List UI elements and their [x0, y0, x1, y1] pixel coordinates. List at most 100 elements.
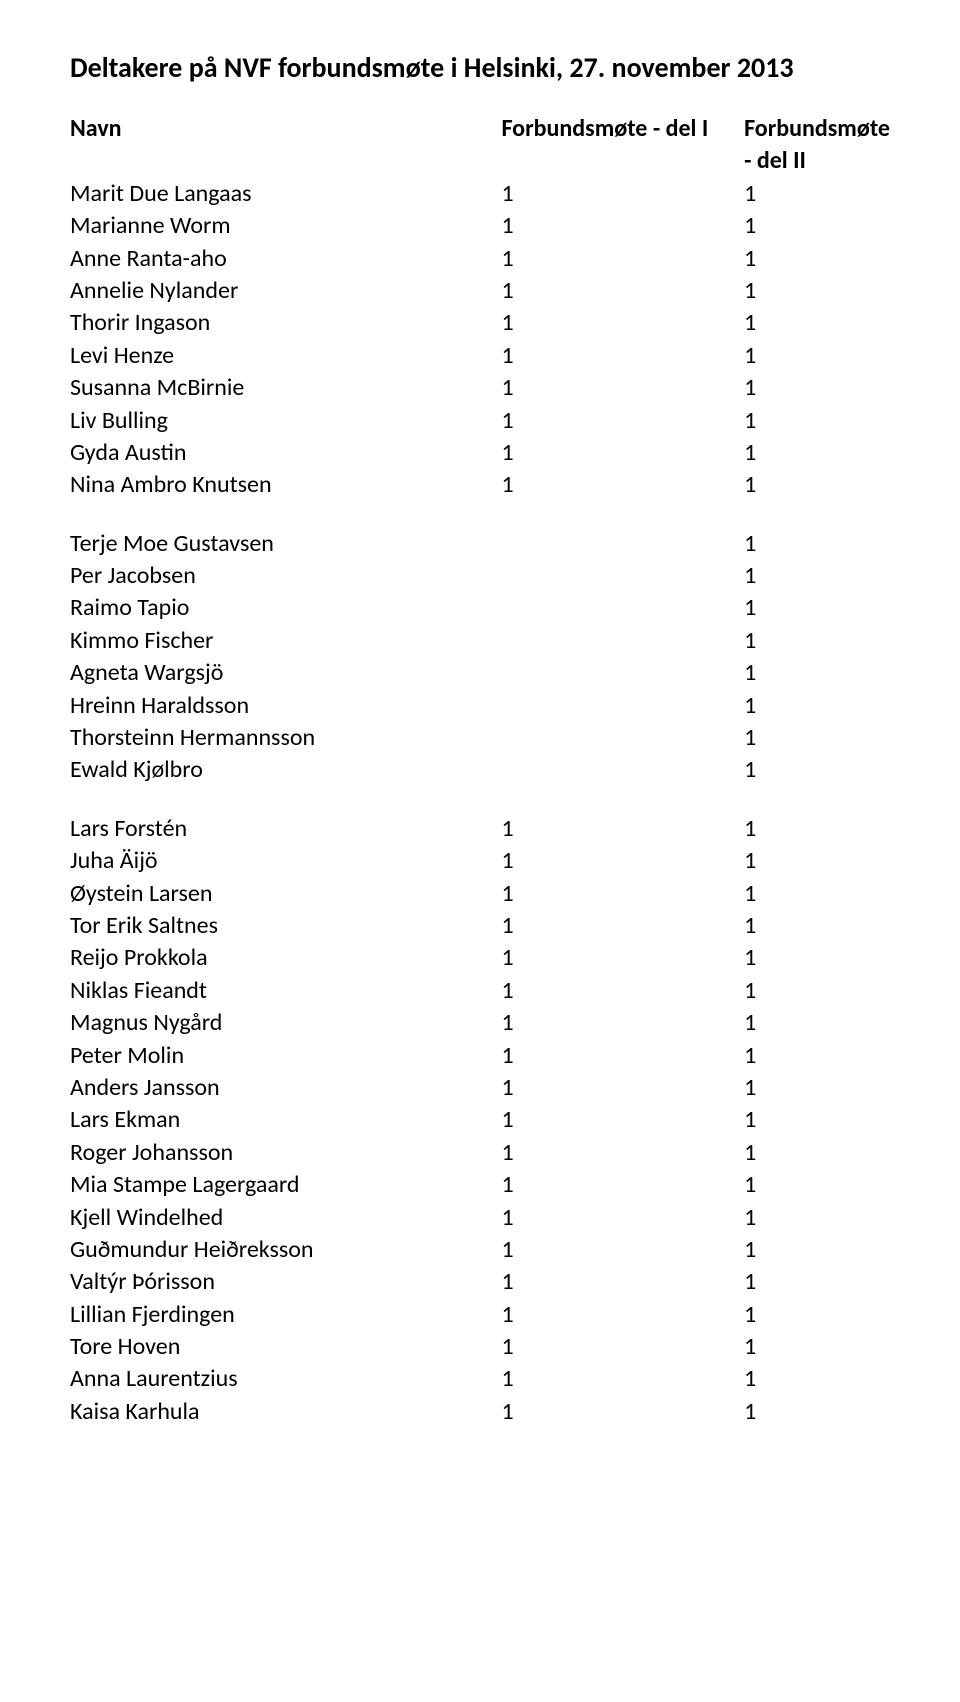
cell-name: Lillian Fjerdingen	[70, 1299, 501, 1331]
table-row: Anders Jansson11	[70, 1072, 890, 1104]
cell-del2: 1	[744, 1137, 890, 1169]
cell-name: Guðmundur Heiðreksson	[70, 1234, 501, 1266]
cell-name: Gyda Austin	[70, 437, 501, 469]
cell-del1: 1	[501, 878, 744, 910]
cell-name: Øystein Larsen	[70, 878, 501, 910]
cell-del2: 1	[744, 437, 890, 469]
cell-del2: 1	[744, 1363, 890, 1395]
cell-name: Niklas Fieandt	[70, 975, 501, 1007]
cell-name: Ewald Kjølbro	[70, 754, 501, 786]
table-row: Hreinn Haraldsson1	[70, 690, 890, 722]
table-row: Roger Johansson11	[70, 1137, 890, 1169]
cell-name: Thorir Ingason	[70, 307, 501, 339]
cell-name: Hreinn Haraldsson	[70, 690, 501, 722]
cell-del1	[501, 592, 744, 624]
cell-del2: 1	[744, 1202, 890, 1234]
cell-name: Valtýr Þórisson	[70, 1266, 501, 1298]
cell-del1: 1	[501, 340, 744, 372]
cell-name: Peter Molin	[70, 1040, 501, 1072]
table-row: Marit Due Langaas11	[70, 178, 890, 210]
table-row: Valtýr Þórisson11	[70, 1266, 890, 1298]
table-row: Lillian Fjerdingen11	[70, 1299, 890, 1331]
cell-del1: 1	[501, 1363, 744, 1395]
cell-del1: 1	[501, 910, 744, 942]
cell-name: Magnus Nygård	[70, 1007, 501, 1039]
table-row: Susanna McBirnie11	[70, 372, 890, 404]
cell-del2: 1	[744, 910, 890, 942]
cell-del1: 1	[501, 275, 744, 307]
section-spacer	[70, 502, 890, 528]
cell-del2: 1	[744, 813, 890, 845]
cell-del1: 1	[501, 942, 744, 974]
cell-del1: 1	[501, 1169, 744, 1201]
table-row: Lars Ekman11	[70, 1104, 890, 1136]
cell-name: Anders Jansson	[70, 1072, 501, 1104]
table-row: Lars Forstén11	[70, 813, 890, 845]
cell-del1	[501, 722, 744, 754]
cell-del2: 1	[744, 1234, 890, 1266]
cell-del1: 1	[501, 1396, 744, 1428]
table-row: Nina Ambro Knutsen11	[70, 469, 890, 501]
cell-del1: 1	[501, 372, 744, 404]
cell-del2: 1	[744, 372, 890, 404]
cell-del2: 1	[744, 528, 890, 560]
cell-del1	[501, 690, 744, 722]
cell-del2: 1	[744, 878, 890, 910]
cell-del1: 1	[501, 1007, 744, 1039]
cell-del2: 1	[744, 975, 890, 1007]
header-col1: Forbundsmøte - del I	[501, 113, 744, 178]
table-row: Juha Äijö11	[70, 845, 890, 877]
cell-del2: 1	[744, 1040, 890, 1072]
table-row: Terje Moe Gustavsen 1	[70, 528, 890, 560]
table-row: Raimo Tapio1	[70, 592, 890, 624]
table-header-row: Navn Forbundsmøte - del I Forbundsmøte -…	[70, 113, 890, 178]
cell-name: Tor Erik Saltnes	[70, 910, 501, 942]
section-spacer	[70, 787, 890, 813]
cell-del1: 1	[501, 405, 744, 437]
cell-name: Tore Hoven	[70, 1331, 501, 1363]
cell-del1: 1	[501, 1072, 744, 1104]
cell-del1: 1	[501, 1266, 744, 1298]
table-row: Annelie Nylander11	[70, 275, 890, 307]
cell-del2: 1	[744, 1299, 890, 1331]
cell-del2: 1	[744, 275, 890, 307]
participants-table: Navn Forbundsmøte - del I Forbundsmøte -…	[70, 113, 890, 1428]
cell-name: Lars Forstén	[70, 813, 501, 845]
table-row: Peter Molin11	[70, 1040, 890, 1072]
table-row: Øystein Larsen11	[70, 878, 890, 910]
cell-del2: 1	[744, 942, 890, 974]
cell-name: Agneta Wargsjö	[70, 657, 501, 689]
table-row: Ewald Kjølbro1	[70, 754, 890, 786]
cell-del2: 1	[744, 1331, 890, 1363]
table-row: Kaisa Karhula11	[70, 1396, 890, 1428]
cell-name: Raimo Tapio	[70, 592, 501, 624]
cell-name: Susanna McBirnie	[70, 372, 501, 404]
cell-del1	[501, 657, 744, 689]
table-row: Mia Stampe Lagergaard11	[70, 1169, 890, 1201]
header-col2: Forbundsmøte - del II	[744, 113, 890, 178]
cell-del2: 1	[744, 845, 890, 877]
cell-del2: 1	[744, 657, 890, 689]
cell-name: Levi Henze	[70, 340, 501, 372]
cell-del2: 1	[744, 210, 890, 242]
document-page: Deltakere på NVF forbundsmøte i Helsinki…	[0, 0, 960, 1702]
cell-name: Per Jacobsen	[70, 560, 501, 592]
table-row: Anne Ranta-aho11	[70, 243, 890, 275]
cell-del2: 1	[744, 722, 890, 754]
cell-del1: 1	[501, 307, 744, 339]
cell-del2: 1	[744, 1072, 890, 1104]
cell-name: Mia Stampe Lagergaard	[70, 1169, 501, 1201]
cell-name: Kimmo Fischer	[70, 625, 501, 657]
cell-del1: 1	[501, 975, 744, 1007]
cell-name: Terje Moe Gustavsen	[70, 528, 501, 560]
cell-del2: 1	[744, 625, 890, 657]
cell-del1: 1	[501, 1202, 744, 1234]
cell-del1: 1	[501, 210, 744, 242]
cell-name: Kaisa Karhula	[70, 1396, 501, 1428]
header-name: Navn	[70, 113, 501, 178]
table-row: Thorir Ingason11	[70, 307, 890, 339]
cell-del1: 1	[501, 1137, 744, 1169]
cell-name: Reijo Prokkola	[70, 942, 501, 974]
cell-del1: 1	[501, 1234, 744, 1266]
cell-name: Lars Ekman	[70, 1104, 501, 1136]
